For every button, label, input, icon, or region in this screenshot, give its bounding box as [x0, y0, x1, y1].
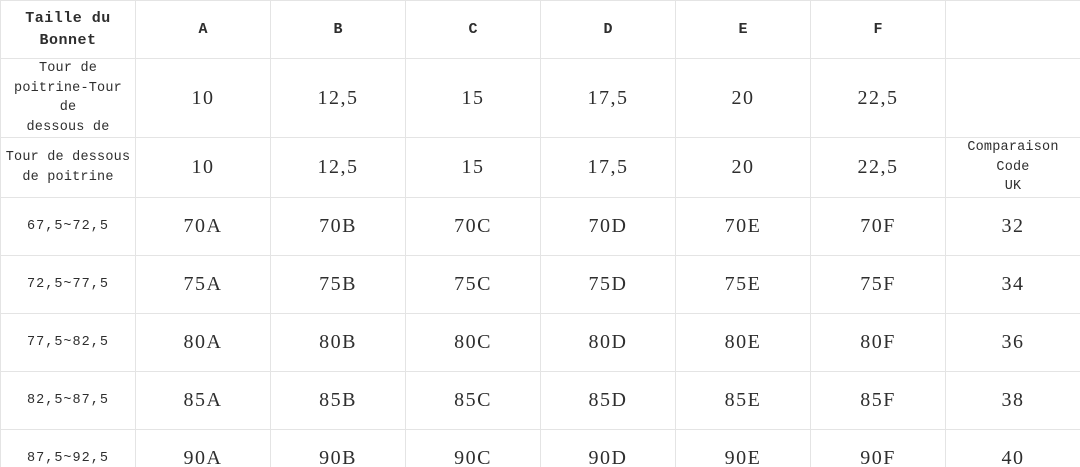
table-row-dessous-poitrine: Tour de dessous de poitrine 10 12,5 15 1…	[0, 137, 1080, 198]
table-cell: 90B	[270, 428, 406, 467]
row-label-range-80: 77,5~82,5	[0, 312, 136, 372]
table-cell: 15	[405, 137, 541, 198]
table-cell: 22,5	[810, 57, 946, 139]
header-cell-blank	[945, 0, 1080, 59]
table-cell: 75E	[675, 254, 811, 314]
row-label-range-70: 67,5~72,5	[0, 196, 136, 256]
header-cell-comparaison-code-uk: Comparaison Code UK	[945, 137, 1080, 198]
table-cell: 12,5	[270, 57, 406, 139]
table-row-size-80: 77,5~82,5 80A 80B 80C 80D 80E 80F 36	[0, 312, 1080, 372]
table-cell: 17,5	[540, 57, 676, 139]
header-cell-cup-f: F	[810, 0, 946, 59]
table-cell: 90D	[540, 428, 676, 467]
table-cell-uk-code: 34	[945, 254, 1080, 314]
table-cell: 70B	[270, 196, 406, 256]
table-cell-blank	[945, 57, 1080, 139]
table-cell: 90A	[135, 428, 271, 467]
table-cell: 90F	[810, 428, 946, 467]
table-cell: 85C	[405, 370, 541, 430]
table-cell: 70D	[540, 196, 676, 256]
table-cell: 70C	[405, 196, 541, 256]
table-cell: 75D	[540, 254, 676, 314]
table-cell: 15	[405, 57, 541, 139]
header-cell-taille-du-bonnet: Taille du Bonnet	[0, 0, 136, 59]
header-cell-cup-c: C	[405, 0, 541, 59]
table-cell: 75C	[405, 254, 541, 314]
table-cell-uk-code: 32	[945, 196, 1080, 256]
table-cell: 85A	[135, 370, 271, 430]
table-cell: 80B	[270, 312, 406, 372]
table-cell-uk-code: 40	[945, 428, 1080, 467]
table-cell: 70A	[135, 196, 271, 256]
table-header-row: Taille du Bonnet A B C D E F	[0, 0, 1080, 59]
header-cell-cup-d: D	[540, 0, 676, 59]
table-cell: 85E	[675, 370, 811, 430]
table-cell: 80E	[675, 312, 811, 372]
row-label-range-85: 82,5~87,5	[0, 370, 136, 430]
table-row-size-70: 67,5~72,5 70A 70B 70C 70D 70E 70F 32	[0, 196, 1080, 256]
table-cell: 10	[135, 137, 271, 198]
row-label-range-90: 87,5~92,5	[0, 428, 136, 467]
table-cell: 17,5	[540, 137, 676, 198]
table-cell: 12,5	[270, 137, 406, 198]
row-label-tour-de-poitrine-diff: Tour de poitrine-Tour de dessous de	[0, 57, 136, 139]
row-label-tour-de-dessous: Tour de dessous de poitrine	[0, 137, 136, 198]
header-cell-cup-b: B	[270, 0, 406, 59]
header-cell-cup-e: E	[675, 0, 811, 59]
table-cell: 90E	[675, 428, 811, 467]
table-row-size-90: 87,5~92,5 90A 90B 90C 90D 90E 90F 40	[0, 428, 1080, 467]
table-cell: 10	[135, 57, 271, 139]
table-cell: 20	[675, 57, 811, 139]
table-cell: 75F	[810, 254, 946, 314]
table-cell: 85D	[540, 370, 676, 430]
table-row-size-75: 72,5~77,5 75A 75B 75C 75D 75E 75F 34	[0, 254, 1080, 314]
table-cell: 80C	[405, 312, 541, 372]
table-cell-uk-code: 36	[945, 312, 1080, 372]
header-cell-cup-a: A	[135, 0, 271, 59]
table-cell: 70F	[810, 196, 946, 256]
table-cell-uk-code: 38	[945, 370, 1080, 430]
table-row-size-85: 82,5~87,5 85A 85B 85C 85D 85E 85F 38	[0, 370, 1080, 430]
table-row-poitrine-diff: Tour de poitrine-Tour de dessous de 10 1…	[0, 57, 1080, 139]
table-cell: 90C	[405, 428, 541, 467]
table-cell: 80A	[135, 312, 271, 372]
table-cell: 85B	[270, 370, 406, 430]
table-cell: 80F	[810, 312, 946, 372]
table-cell: 70E	[675, 196, 811, 256]
table-cell: 20	[675, 137, 811, 198]
table-cell: 85F	[810, 370, 946, 430]
row-label-range-75: 72,5~77,5	[0, 254, 136, 314]
table-cell: 22,5	[810, 137, 946, 198]
table-cell: 75A	[135, 254, 271, 314]
table-cell: 75B	[270, 254, 406, 314]
table-cell: 80D	[540, 312, 676, 372]
